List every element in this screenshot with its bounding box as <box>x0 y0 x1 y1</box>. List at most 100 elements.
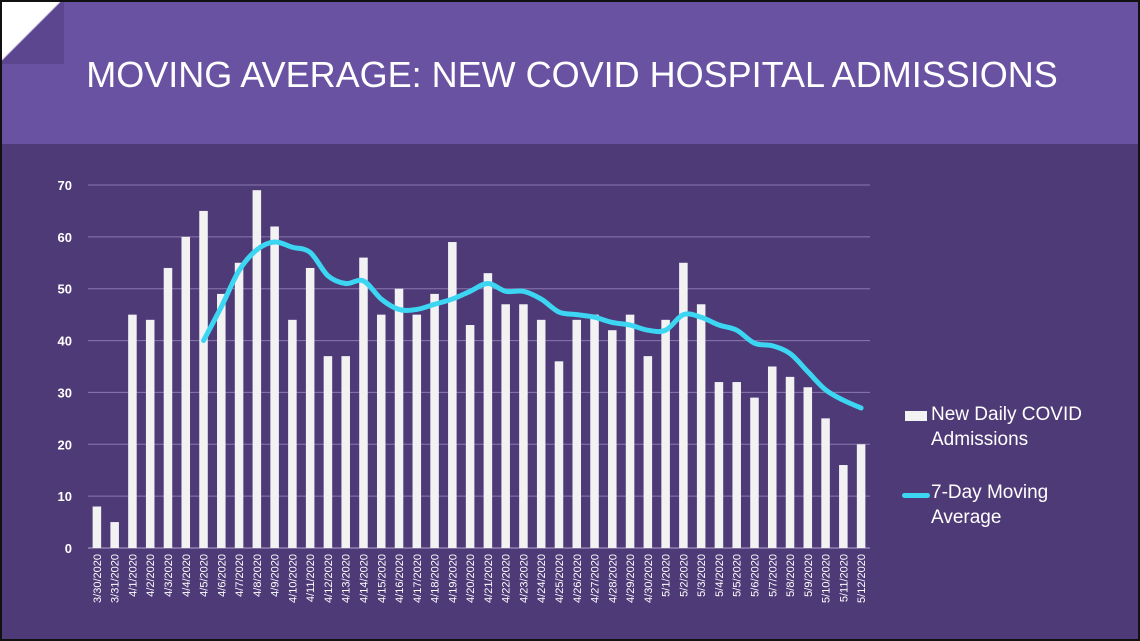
bar-4/20/2020 <box>465 325 475 548</box>
bar-4/16/2020 <box>394 288 404 548</box>
legend: New Daily COVID Admissions 7-Day Moving … <box>902 402 1132 558</box>
bar-4/19/2020 <box>448 242 457 549</box>
x-tick-label: 4/26/2020 <box>572 554 584 603</box>
x-tick-label: 4/14/2020 <box>358 554 370 603</box>
bar-4/30/2020 <box>643 356 653 548</box>
bar-3/31/2020 <box>110 522 119 548</box>
x-tick-label: 5/1/2020 <box>661 554 673 597</box>
x-tick-label: 4/16/2020 <box>394 554 406 603</box>
bar-4/13/2020 <box>341 356 350 548</box>
bar-4/14/2020 <box>359 257 368 548</box>
bar-5/10/2020 <box>821 418 830 548</box>
x-tick-label: 4/17/2020 <box>412 554 424 603</box>
bar-4/3/2020 <box>163 267 173 548</box>
x-tick-label: 4/4/2020 <box>181 554 193 597</box>
bar-5/1/2020 <box>661 319 670 548</box>
legend-label-line-2: Admissions <box>931 429 1029 450</box>
x-tick-label: 4/10/2020 <box>287 554 299 603</box>
slide-title: MOVING AVERAGE: NEW COVID HOSPITAL ADMIS… <box>86 54 1058 95</box>
bar-5/3/2020 <box>696 304 706 548</box>
y-tick-label: 40 <box>58 334 72 349</box>
x-tick-label: 4/15/2020 <box>376 554 388 603</box>
x-tick-label: 4/25/2020 <box>554 554 566 603</box>
bar-4/28/2020 <box>608 330 617 548</box>
bar-4/25/2020 <box>554 361 564 548</box>
x-tick-label: 4/1/2020 <box>127 554 139 597</box>
legend-label-line-1: New Daily COVID <box>931 404 1082 425</box>
bar-swatch-icon <box>905 411 927 421</box>
x-tick-label: 4/21/2020 <box>483 554 495 603</box>
x-tick-label: 4/9/2020 <box>270 554 282 597</box>
y-tick-label: 60 <box>58 230 72 245</box>
x-tick-label: 4/11/2020 <box>305 554 317 602</box>
x-tick-label: 4/27/2020 <box>590 554 602 603</box>
bar-4/23/2020 <box>519 304 528 548</box>
bar-4/2/2020 <box>145 319 155 548</box>
x-tick-label: 4/30/2020 <box>643 554 655 603</box>
bar-3/30/2020 <box>92 506 102 548</box>
bar-4/15/2020 <box>376 314 386 548</box>
bar-4/5/2020 <box>199 210 208 548</box>
x-tick-label: 5/5/2020 <box>732 554 744 597</box>
bar-5/8/2020 <box>785 376 795 548</box>
bar-4/24/2020 <box>536 319 546 548</box>
x-tick-label: 4/13/2020 <box>341 554 353 603</box>
x-tick-label: 4/29/2020 <box>625 554 637 603</box>
bar-4/26/2020 <box>572 319 582 548</box>
bar-4/4/2020 <box>181 236 191 548</box>
x-tick-label: 4/20/2020 <box>465 554 477 603</box>
x-tick-label: 3/30/2020 <box>92 554 104 603</box>
chart-area: 0 10 20 30 40 50 60 70 3/30/2020 3/31/2020 4/1/202… <box>2 144 1138 639</box>
bar-5/12/2020 <box>856 444 866 548</box>
x-tick-label: 4/12/2020 <box>323 554 335 603</box>
bar-4/29/2020 <box>625 314 635 548</box>
x-tick-label: 4/23/2020 <box>518 554 530 603</box>
moving-average-line <box>201 239 864 411</box>
bar-4/9/2020 <box>270 226 279 548</box>
x-tick-label: 3/31/2020 <box>110 554 122 603</box>
x-tick-label: 5/6/2020 <box>749 554 761 597</box>
bar-5/2/2020 <box>679 262 688 548</box>
x-tick-label: 4/24/2020 <box>536 554 548 603</box>
bar-5/6/2020 <box>750 397 759 548</box>
x-tick-label: 4/5/2020 <box>199 554 211 597</box>
x-tick-label: 5/12/2020 <box>856 554 868 603</box>
x-tick-label: 4/28/2020 <box>607 554 619 603</box>
x-tick-label: 5/9/2020 <box>803 554 815 597</box>
x-tick-label: 5/7/2020 <box>767 554 779 597</box>
admissions-chart: 0 10 20 30 40 50 60 70 3/30/2020 3/31/2020 4/1/202… <box>58 178 870 603</box>
x-tick-label: 5/10/2020 <box>821 554 833 603</box>
legend-item-daily-admissions: New Daily COVID Admissions <box>902 402 1132 452</box>
x-tick-label: 4/7/2020 <box>234 554 246 597</box>
bar-4/8/2020 <box>252 190 262 548</box>
bar-4/11/2020 <box>305 267 315 548</box>
y-tick-label: 20 <box>58 437 72 452</box>
bar-4/7/2020 <box>234 262 244 548</box>
y-tick-label: 70 <box>58 178 72 193</box>
x-tick-label: 5/3/2020 <box>696 554 708 597</box>
x-tick-label: 4/6/2020 <box>216 554 228 597</box>
bar-4/27/2020 <box>590 314 599 548</box>
title-banner: MOVING AVERAGE: NEW COVID HOSPITAL ADMIS… <box>2 2 1138 144</box>
bar-4/22/2020 <box>501 304 510 548</box>
y-tick-label: 10 <box>58 489 72 504</box>
bar-4/12/2020 <box>323 356 333 548</box>
x-tick-label: 4/2/2020 <box>145 554 157 597</box>
bar-4/6/2020 <box>217 293 226 548</box>
x-tick-label: 4/22/2020 <box>501 554 513 603</box>
x-tick-label: 5/11/2020 <box>838 554 850 602</box>
x-tick-label: 4/3/2020 <box>163 554 175 597</box>
legend-item-moving-average: 7-Day Moving Average <box>902 480 1132 530</box>
y-tick-label: 30 <box>58 385 72 400</box>
bar-5/7/2020 <box>767 366 777 548</box>
bar-4/17/2020 <box>412 314 422 548</box>
bar-5/5/2020 <box>732 382 741 548</box>
legend-label-line-1: 7-Day Moving <box>931 482 1049 503</box>
bar-5/9/2020 <box>803 387 813 548</box>
x-tick-label: 4/19/2020 <box>447 554 459 603</box>
legend-label-line-2: Average <box>931 507 1002 528</box>
bar-4/21/2020 <box>483 273 493 548</box>
y-tick-label: 50 <box>58 282 72 297</box>
bar-4/10/2020 <box>288 319 297 548</box>
bar-4/18/2020 <box>430 293 439 548</box>
